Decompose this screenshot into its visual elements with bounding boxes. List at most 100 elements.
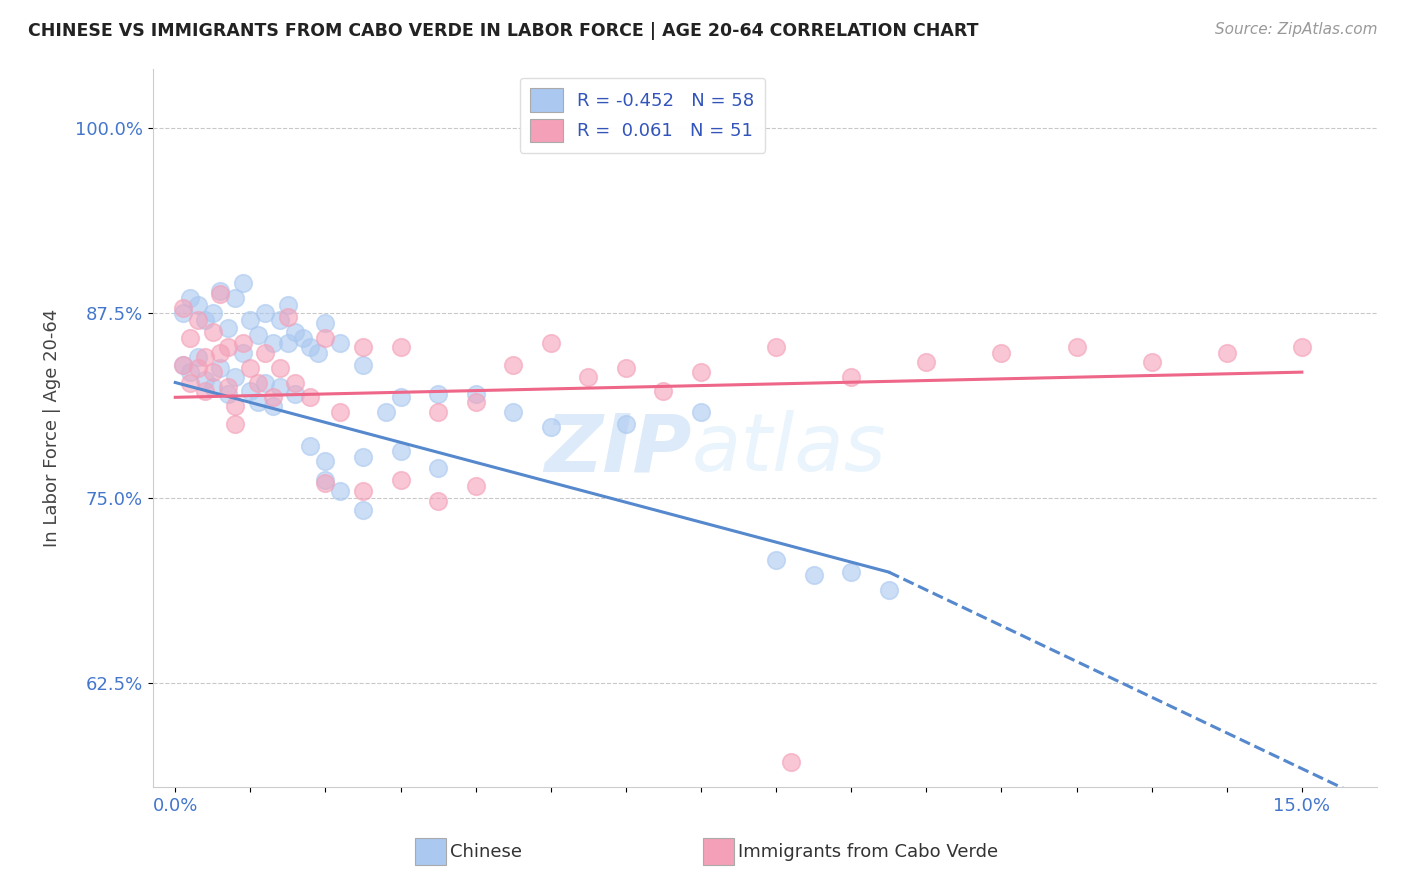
Point <box>224 291 246 305</box>
Point <box>277 298 299 312</box>
Text: CHINESE VS IMMIGRANTS FROM CABO VERDE IN LABOR FORCE | AGE 20-64 CORRELATION CHA: CHINESE VS IMMIGRANTS FROM CABO VERDE IN… <box>28 22 979 40</box>
Point <box>389 473 412 487</box>
Point <box>262 335 284 350</box>
Point <box>352 483 374 498</box>
Point <box>172 306 194 320</box>
Point <box>464 387 486 401</box>
Text: atlas: atlas <box>692 410 886 488</box>
Point <box>209 346 232 360</box>
Point <box>690 405 713 419</box>
Point <box>540 335 562 350</box>
Point <box>352 503 374 517</box>
Point <box>502 405 524 419</box>
Point <box>172 301 194 316</box>
Point <box>239 313 262 327</box>
Point <box>502 358 524 372</box>
Point <box>614 360 637 375</box>
Point <box>179 331 201 345</box>
Point <box>217 387 239 401</box>
Point <box>299 390 322 404</box>
Point <box>232 277 254 291</box>
Point <box>389 340 412 354</box>
Text: Chinese: Chinese <box>450 843 522 861</box>
Point <box>765 553 787 567</box>
Text: ZIP: ZIP <box>544 410 692 488</box>
Point <box>269 360 291 375</box>
Point <box>877 582 900 597</box>
Point <box>314 473 336 487</box>
Point <box>427 405 450 419</box>
Point <box>194 384 217 399</box>
Point <box>201 380 224 394</box>
Point <box>254 346 277 360</box>
Point <box>389 443 412 458</box>
Point <box>1291 340 1313 354</box>
Point <box>284 325 307 339</box>
Point <box>262 399 284 413</box>
Point <box>246 328 269 343</box>
Point <box>803 568 825 582</box>
Point <box>217 340 239 354</box>
Point <box>172 358 194 372</box>
Point <box>201 365 224 379</box>
Point <box>254 376 277 390</box>
Point <box>291 331 314 345</box>
Point <box>464 394 486 409</box>
Point <box>246 376 269 390</box>
Point <box>427 461 450 475</box>
Point <box>239 360 262 375</box>
Point <box>239 384 262 399</box>
Text: Source: ZipAtlas.com: Source: ZipAtlas.com <box>1215 22 1378 37</box>
Point <box>314 316 336 330</box>
Point <box>201 325 224 339</box>
Point <box>1215 346 1237 360</box>
Point <box>209 286 232 301</box>
Point <box>187 298 209 312</box>
Point <box>389 390 412 404</box>
Point <box>277 310 299 325</box>
Point <box>374 405 396 419</box>
Point <box>269 380 291 394</box>
Point <box>329 405 352 419</box>
Point <box>284 376 307 390</box>
Point <box>269 313 291 327</box>
Point <box>217 320 239 334</box>
Point <box>314 331 336 345</box>
Point <box>652 384 675 399</box>
Point <box>329 483 352 498</box>
Point <box>329 335 352 350</box>
Point <box>1066 340 1088 354</box>
Point <box>427 494 450 508</box>
Y-axis label: In Labor Force | Age 20-64: In Labor Force | Age 20-64 <box>44 309 60 547</box>
Point <box>187 351 209 365</box>
Point <box>540 420 562 434</box>
Point <box>232 346 254 360</box>
Point <box>217 380 239 394</box>
Point <box>314 454 336 468</box>
Point <box>915 355 938 369</box>
Point <box>209 360 232 375</box>
Point <box>224 369 246 384</box>
Legend: R = -0.452   N = 58, R =  0.061   N = 51: R = -0.452 N = 58, R = 0.061 N = 51 <box>520 78 765 153</box>
Point <box>262 390 284 404</box>
Point <box>352 450 374 464</box>
Point <box>172 358 194 372</box>
Point <box>614 417 637 431</box>
Point <box>232 335 254 350</box>
Point <box>194 313 217 327</box>
Point <box>254 306 277 320</box>
Point <box>839 369 862 384</box>
Point <box>201 306 224 320</box>
Point <box>299 340 322 354</box>
Point <box>187 360 209 375</box>
Point <box>307 346 329 360</box>
Point <box>314 476 336 491</box>
Point <box>194 351 217 365</box>
Point <box>352 340 374 354</box>
Point <box>284 387 307 401</box>
Point <box>246 394 269 409</box>
Point <box>839 565 862 579</box>
Point <box>464 479 486 493</box>
Point <box>179 291 201 305</box>
Point <box>224 417 246 431</box>
